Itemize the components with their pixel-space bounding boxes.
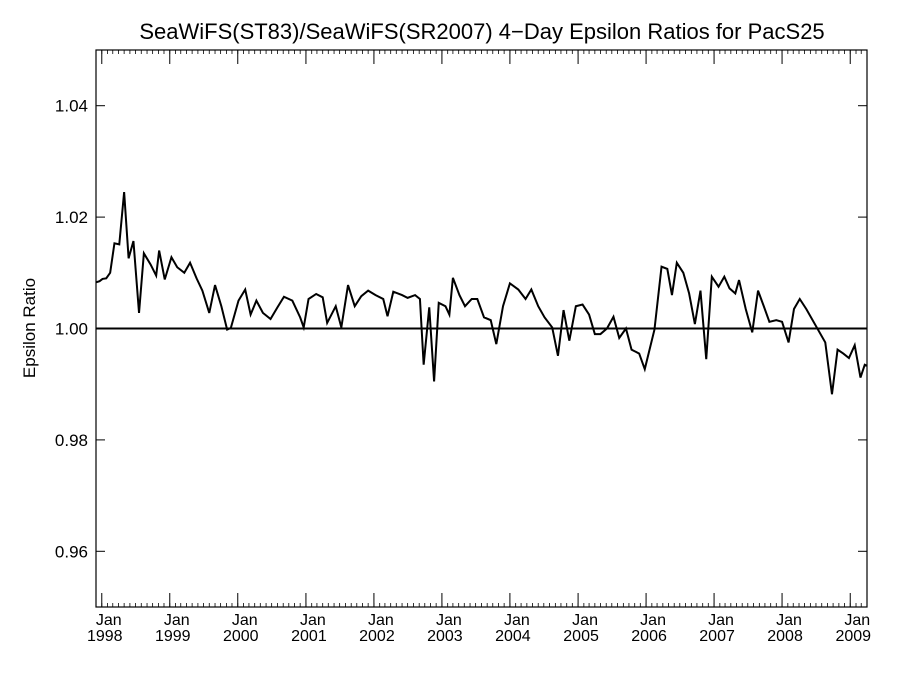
series-layer	[95, 191, 868, 395]
series-line-0	[95, 191, 868, 395]
x-tick-label-year: 1999	[155, 628, 191, 645]
x-tick-label-year: 2008	[767, 628, 803, 645]
x-tick-label-year: 1998	[87, 628, 123, 645]
x-tick-label-year: 2005	[563, 628, 599, 645]
x-tick-label-month: Jan	[96, 612, 122, 629]
x-tick-label-year: 2004	[495, 628, 531, 645]
x-tick-label-year: 2009	[835, 628, 871, 645]
y-axis: 0.96 0.98 1.00 1.02 1.04	[55, 97, 867, 561]
y-tick-label: 1.02	[55, 208, 88, 227]
y-tick-label: 1.00	[55, 320, 88, 339]
x-tick-label-year: 2007	[699, 628, 735, 645]
x-tick-label-month: Jan	[640, 612, 666, 629]
x-tick-label-month: Jan	[504, 612, 530, 629]
y-tick-label: 1.04	[55, 97, 88, 116]
x-axis: Jan1998Jan1999Jan2000Jan2001Jan2002Jan20…	[87, 50, 871, 645]
y-tick-label: 0.96	[55, 542, 88, 561]
x-tick-label-month: Jan	[776, 612, 802, 629]
chart-title: SeaWiFS(ST83)/SeaWiFS(SR2007) 4−Day Epsi…	[139, 19, 824, 44]
x-tick-label-month: Jan	[164, 612, 190, 629]
x-tick-label-year: 2002	[359, 628, 395, 645]
x-tick-label-month: Jan	[844, 612, 870, 629]
x-tick-label-year: 2006	[631, 628, 667, 645]
x-tick-label-year: 2001	[291, 628, 327, 645]
x-tick-label-year: 2000	[223, 628, 259, 645]
y-axis-label: Epsilon Ratio	[20, 278, 39, 378]
x-tick-label-year: 2003	[427, 628, 463, 645]
x-tick-label-month: Jan	[572, 612, 598, 629]
x-tick-label-month: Jan	[708, 612, 734, 629]
x-tick-label-month: Jan	[300, 612, 326, 629]
plot-frame	[95, 49, 868, 608]
y-tick-label: 0.98	[55, 431, 88, 450]
x-tick-label-month: Jan	[232, 612, 258, 629]
x-tick-label-month: Jan	[436, 612, 462, 629]
x-tick-label-month: Jan	[368, 612, 394, 629]
